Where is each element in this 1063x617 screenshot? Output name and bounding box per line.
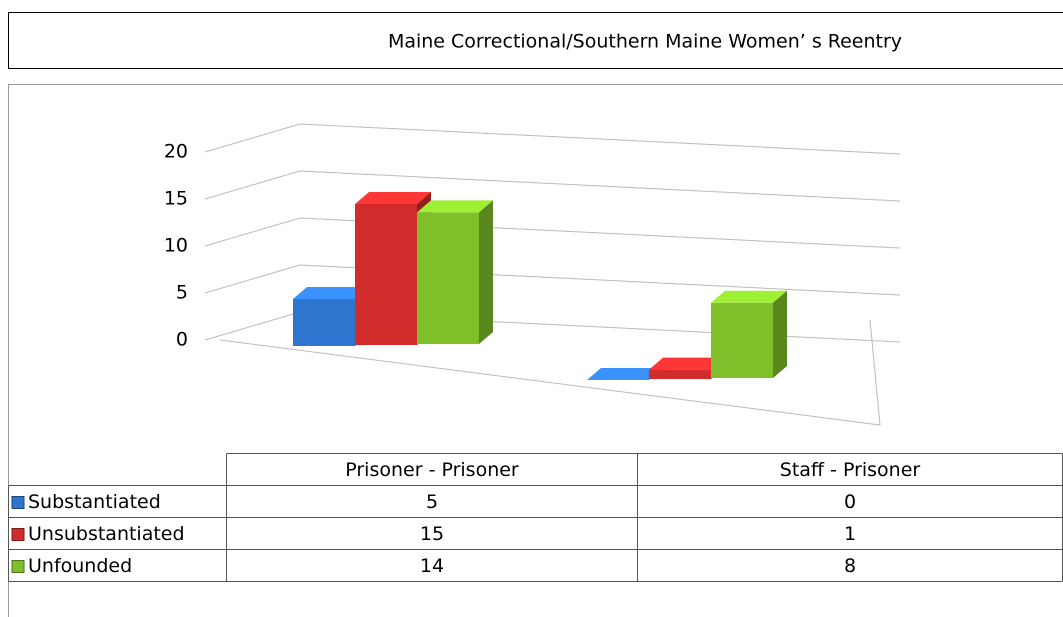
- bar: [711, 290, 787, 378]
- bar-top: [649, 357, 725, 370]
- table-value: 5: [426, 491, 438, 513]
- y-tick-label: 10: [164, 235, 188, 257]
- bar: [417, 200, 493, 344]
- bar-front: [417, 212, 479, 344]
- x-tick-label: Staff - Prisoner: [780, 459, 921, 481]
- table-value: 15: [420, 523, 444, 545]
- bar-top: [711, 290, 787, 303]
- y-tick-label: 0: [176, 329, 188, 351]
- bar-top: [587, 368, 663, 380]
- bar-side: [773, 290, 787, 378]
- bar-front: [649, 369, 711, 379]
- grid-line: [204, 217, 901, 249]
- title-box: [8, 12, 1063, 69]
- legend-swatch: [11, 528, 25, 541]
- table-value: 14: [420, 555, 444, 577]
- grid-line: [204, 170, 901, 202]
- table-value: 0: [844, 491, 856, 513]
- floor-edge: [219, 319, 881, 426]
- chart-box: [8, 84, 1063, 617]
- y-tick-label: 5: [176, 282, 188, 304]
- bar-front: [293, 299, 355, 346]
- bar-top: [293, 287, 369, 299]
- bar: [587, 368, 663, 381]
- table-value: 8: [844, 555, 856, 577]
- bar-side: [479, 200, 493, 344]
- bar-top: [417, 200, 493, 213]
- y-tick-label: 20: [164, 141, 188, 163]
- x-tick-label: Prisoner - Prisoner: [345, 459, 519, 481]
- bar-front: [711, 302, 773, 378]
- bar-top: [355, 192, 431, 204]
- legend-swatch: [11, 496, 25, 509]
- legend-swatch: [11, 560, 25, 573]
- legend-label: Unfounded: [28, 555, 132, 577]
- chart-title: Maine Correctional/Southern Maine Women’…: [388, 31, 902, 53]
- grid-line: [204, 264, 901, 296]
- bar-front: [355, 204, 417, 345]
- y-tick-label: 15: [164, 188, 188, 210]
- grid-line: [204, 123, 901, 155]
- legend-label: Unsubstantiated: [28, 523, 185, 545]
- legend-label: Substantiated: [28, 491, 161, 513]
- table-value: 1: [844, 523, 856, 545]
